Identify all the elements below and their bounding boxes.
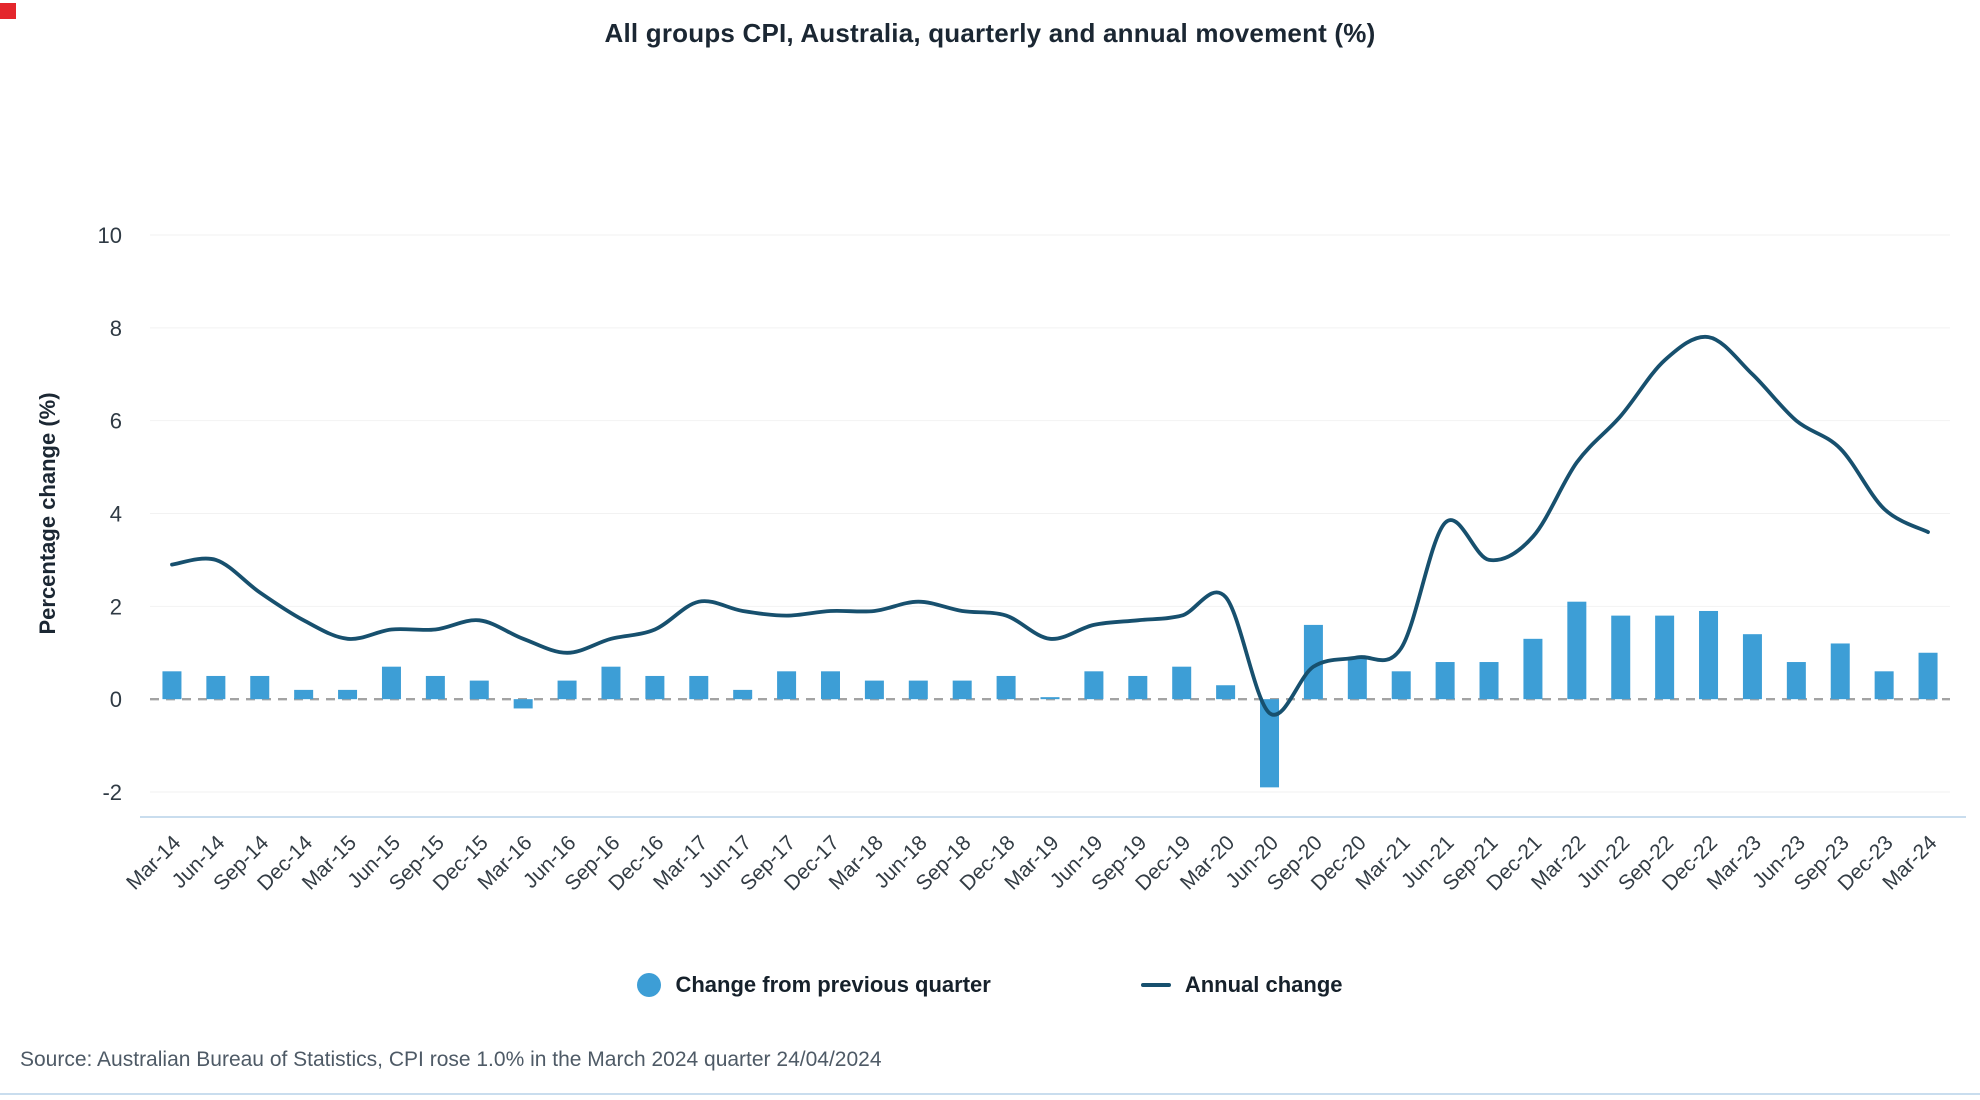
svg-text:4: 4 [110, 502, 122, 527]
svg-text:8: 8 [110, 316, 122, 341]
legend-line-swatch-icon [1140, 983, 1171, 987]
source-note: Source: Australian Bureau of Statistics,… [20, 1048, 882, 1071]
svg-text:2: 2 [110, 594, 122, 619]
svg-text:0: 0 [110, 687, 122, 712]
legend-bar-label: Change from previous quarter [675, 972, 991, 997]
legend-item-annual: Annual change [1140, 972, 1343, 998]
corner-marker [0, 3, 16, 19]
legend-line-label: Annual change [1184, 972, 1343, 997]
svg-text:6: 6 [110, 409, 122, 434]
svg-text:10: 10 [98, 223, 122, 248]
legend-bar-swatch-icon [637, 973, 662, 997]
legend-item-quarterly: Change from previous quarter [637, 972, 991, 998]
chart-title: All groups CPI, Australia, quarterly and… [604, 18, 1376, 48]
svg-text:-2: -2 [102, 780, 122, 805]
svg-text:Percentage change (%): Percentage change (%) [35, 392, 60, 634]
chart-legend: Change from previous quarter Annual chan… [0, 972, 1980, 998]
bottom-rule [0, 1093, 1980, 1095]
